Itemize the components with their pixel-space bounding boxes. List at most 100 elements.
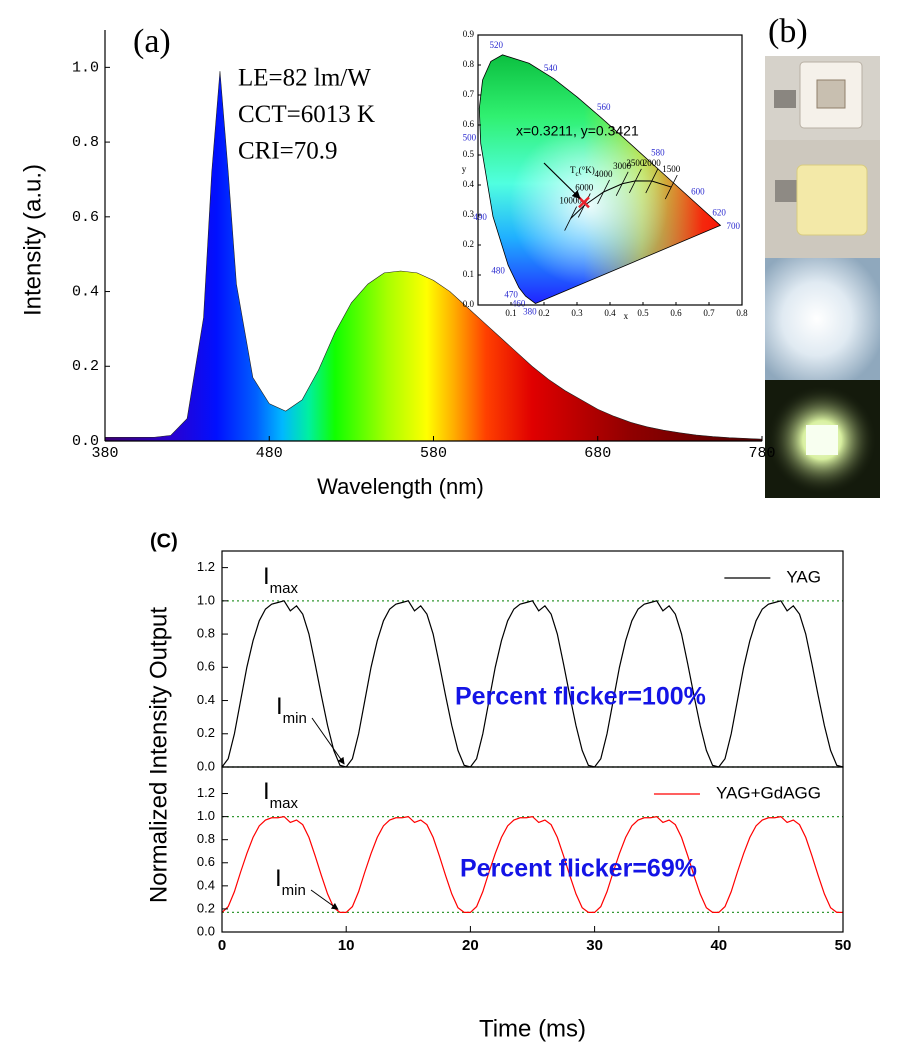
point-annotation: x=0.3211, y=0.3421: [516, 123, 639, 139]
y-tick-label: 0.0: [463, 299, 475, 309]
y-tick-label: 1.0: [197, 808, 215, 823]
x-tick-label: 0.5: [637, 308, 649, 318]
isotherm: [629, 168, 642, 194]
x-tick-label: 480: [256, 445, 283, 462]
plot-frame: [221, 766, 844, 933]
isotherm: [645, 168, 659, 194]
x-axis-label: Wavelength (nm): [317, 474, 484, 499]
i-imax-main: I: [263, 778, 270, 805]
y-tick-label: 0.6: [72, 209, 99, 226]
locus-label: 580: [651, 147, 665, 157]
y-tick-label: 0.6: [463, 119, 475, 129]
series-line: [221, 600, 844, 768]
locus-label: 470: [504, 290, 518, 300]
i-imin-sub: min: [283, 710, 307, 727]
x-tick-label: 10: [338, 937, 355, 954]
y-tick-label: 0.4: [197, 692, 215, 707]
isotherm: [615, 171, 629, 196]
annotation: CRI=70.9: [238, 138, 338, 165]
legend-label: YAG: [786, 567, 821, 586]
spectrum-area: [104, 71, 763, 442]
planck-label: 4000: [595, 169, 614, 179]
planck-label: 1500: [662, 164, 681, 174]
locus-label: 480: [491, 266, 505, 276]
y-tick-label: 1.0: [72, 59, 99, 76]
i-min-arrow: [310, 889, 339, 910]
y-tick-label: 0.0: [72, 433, 99, 450]
annotation: CCT=6013 K: [238, 101, 375, 128]
y-tick-label: 0.5: [463, 149, 475, 159]
x-axis-label: x: [624, 311, 629, 321]
planck-label: 2000: [643, 158, 662, 168]
planck-label: 6000: [575, 183, 594, 193]
legend-label: YAG+GdAGG: [716, 783, 821, 802]
x-tick-label: 580: [420, 445, 447, 462]
x-tick-label: 0.3: [571, 308, 583, 318]
i-imin-label: Imin: [275, 865, 306, 899]
y-tick-label: 0.2: [72, 358, 99, 375]
y-axis-label: Intensity (a.u.): [19, 164, 46, 316]
x-tick-label: 0.2: [538, 308, 549, 318]
x-tick-label: 20: [462, 937, 479, 954]
locus-label: 560: [597, 102, 611, 112]
tc-label: Tc(°K): [570, 165, 595, 178]
isotherm: [564, 206, 577, 231]
y-tick-label: 0.6: [197, 659, 215, 674]
locus-label: 600: [691, 186, 705, 196]
flicker-annotation: Percent flicker=69%: [460, 855, 697, 883]
x-tick-label: 30: [586, 937, 603, 954]
y-tick-label: 0.4: [463, 179, 475, 189]
planck-label: 3000: [613, 161, 632, 171]
chromaticity-point: [578, 196, 590, 209]
i-imax-sub: max: [270, 580, 299, 597]
photos: (b): [765, 13, 880, 498]
y-tick-label: 0.2: [197, 725, 215, 740]
locus-label: 500: [463, 133, 477, 143]
y-tick-label: 0.6: [197, 854, 215, 869]
locus-label: 620: [712, 207, 726, 217]
y-tick-label: 1.2: [197, 785, 215, 800]
locus-label: 380: [523, 307, 537, 317]
x-axis-label: Time (ms): [479, 1015, 586, 1042]
i-imin-main: I: [275, 865, 282, 892]
tc-main: T: [570, 165, 576, 175]
photo-4-led: [806, 425, 838, 455]
panel-label: (C): [150, 530, 178, 552]
panel-label: (a): [133, 23, 171, 60]
x-tick-label: 0.4: [604, 308, 616, 318]
planck-label: 10000: [559, 196, 582, 206]
y-tick-label: 0.8: [72, 134, 99, 151]
photo-2-led: [796, 164, 868, 236]
y-tick-label: 0.8: [463, 59, 475, 69]
i-imin-label: Imin: [276, 693, 307, 727]
x-tick-label: 0.6: [670, 308, 682, 318]
y-axis-label: y: [462, 164, 467, 174]
flicker-annotation: Percent flicker=100%: [455, 683, 706, 711]
x-tick-label: 0.8: [736, 308, 748, 318]
x-tick-label: 0.1: [505, 308, 516, 318]
i-imax-label: Imax: [263, 778, 299, 812]
y-tick-label: 0.9: [463, 29, 475, 39]
y-tick-label: 1.2: [197, 559, 215, 574]
x-tick-label: 50: [835, 937, 852, 954]
y-tick-label: 0.0: [197, 758, 215, 773]
tc-rest: (°K): [579, 165, 595, 175]
i-imax-label: Imax: [263, 563, 299, 597]
x-tick-label: 40: [710, 937, 727, 954]
photo-1-lead: [774, 90, 796, 108]
photo-2-lead: [775, 180, 799, 202]
panel-label: (b): [768, 13, 808, 50]
x-tick-label: 780: [748, 445, 775, 462]
locus-label: 540: [544, 63, 558, 73]
i-min-arrow: [311, 717, 345, 765]
y-tick-label: 0.8: [197, 626, 215, 641]
locus-label: 520: [489, 40, 503, 50]
y-tick-label: 0.1: [463, 269, 474, 279]
locus-label: 700: [727, 221, 741, 231]
y-axis-label: Normalized Intensity Output: [145, 607, 172, 903]
x-tick-label: 380: [91, 445, 118, 462]
i-imax-main: I: [263, 563, 270, 590]
photo-3: [765, 258, 880, 380]
i-imax-sub: max: [270, 795, 299, 812]
